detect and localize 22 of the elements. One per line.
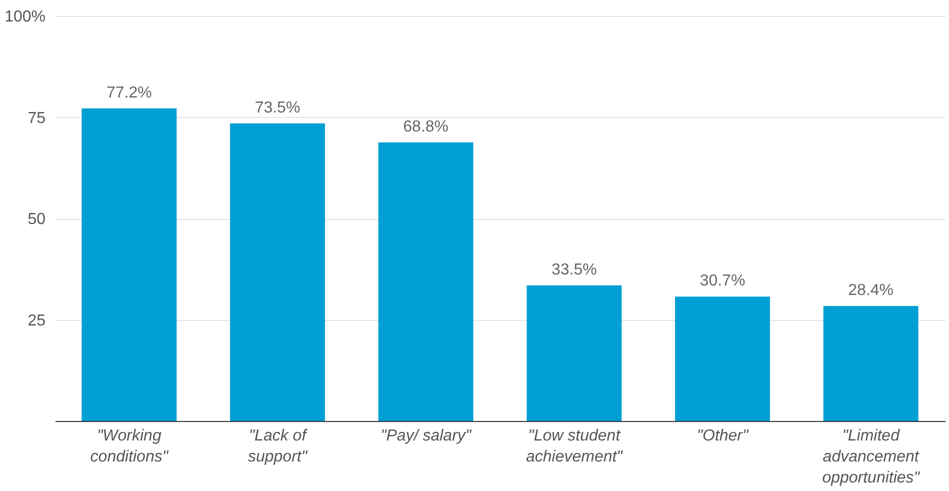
x-tick-label: "Limited advancement opportunities": [822, 428, 921, 486]
bar: [230, 123, 325, 421]
x-tick-label: "Pay/ salary": [380, 428, 472, 444]
bar: [82, 108, 177, 421]
x-tick-label: "Other": [696, 428, 750, 444]
bar: [823, 306, 918, 421]
bar: [378, 142, 474, 421]
bar: [675, 296, 770, 421]
data-label: 30.7%: [700, 272, 746, 290]
data-label: 28.4%: [848, 282, 894, 299]
bar: [526, 285, 622, 421]
y-tick-label: 75: [28, 110, 46, 127]
y-tick-label: 25: [28, 312, 46, 330]
y-tick-label: 100%: [4, 8, 46, 26]
data-label: 77.2%: [106, 84, 152, 102]
data-label: 73.5%: [254, 99, 300, 116]
x-tick-label: "Lack of support": [248, 428, 308, 466]
x-tick-label: "Low student achievement": [526, 428, 624, 466]
data-label: 33.5%: [551, 261, 597, 278]
y-tick-label: 50: [28, 211, 46, 228]
data-label: 68.8%: [403, 118, 449, 136]
x-tick-label: "Working conditions": [90, 428, 170, 466]
